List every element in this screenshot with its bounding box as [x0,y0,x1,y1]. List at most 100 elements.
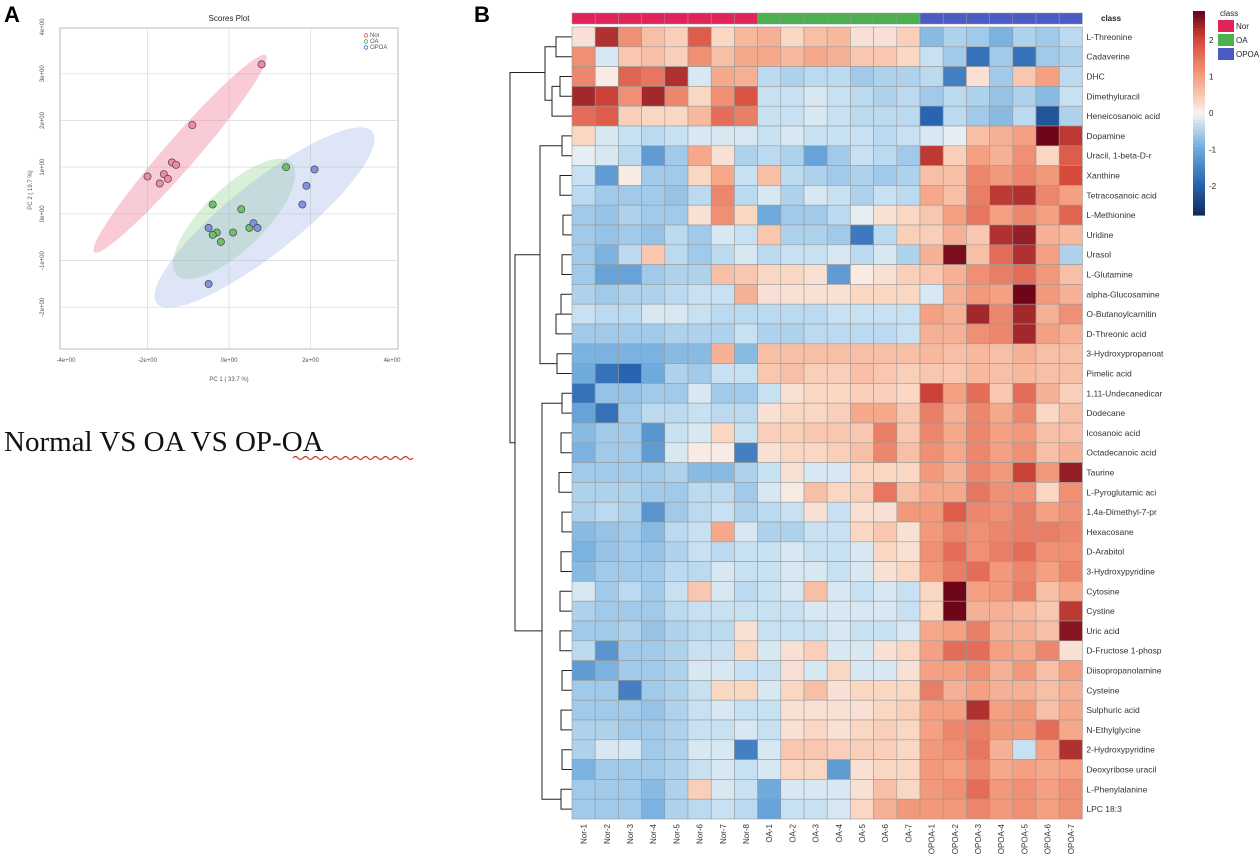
heatmap-cell [942,86,967,107]
scale-segment [1193,184,1205,189]
heatmap-cell [1058,402,1083,424]
scale-segment [1193,126,1205,131]
heatmap-cell [664,640,689,661]
heatmap-cell [803,541,828,562]
dendrogram-branch [544,46,556,101]
heatmap-cell [850,145,874,166]
class-bar-label: class [1101,14,1122,23]
heatmap-cell [873,640,898,661]
heatmap-cell [826,462,851,483]
heatmap-cell [826,145,851,166]
heatmap-cell [1058,719,1083,741]
heatmap-cell [757,660,782,681]
heatmap-cell [594,363,619,384]
heatmap-cell [850,86,874,107]
heatmap-cell [850,224,874,246]
heatmap-cell [664,86,689,107]
class-legend: class Nor OA OPOA [1218,9,1260,60]
heatmap-cell [664,165,689,186]
heatmap-cell [826,719,851,741]
x-tick-label: 4e+00 [384,358,402,364]
class-legend-swatch-opoa [1218,48,1234,60]
y-tick-label: 1e+00 [40,158,46,176]
heatmap-cell [687,402,712,424]
heatmap-cell [989,719,1014,741]
heatmap-cell [1058,185,1083,206]
heatmap-cell [989,105,1014,127]
heatmap-cell [710,581,735,602]
heatmap-cell [618,699,642,721]
heatmap-cell [664,244,689,265]
class-cell-opoa [919,12,944,25]
heatmap-cell [873,581,898,602]
heatmap-cell [757,739,782,760]
heatmap-cell [1035,343,1060,364]
heatmap-cell [919,244,944,265]
heatmap-cell [571,204,596,226]
heatmap-cell [594,798,619,820]
heatmap-cell [803,422,828,444]
heatmap-cell [1058,462,1083,483]
heatmap-cell [873,402,898,424]
heatmap-cell [873,620,898,642]
heatmap-cell [1012,105,1037,127]
heatmap-cell [873,699,898,721]
heatmap-cell [919,185,944,206]
scale-segment [1193,130,1205,134]
class-cell-oa [757,12,782,25]
heatmap-cell [826,165,851,186]
heatmap-cell [664,501,689,523]
scale-segment [1193,11,1205,15]
heatmap-cell [687,363,712,384]
dendrogram-branch [509,72,545,444]
point-oa [216,237,225,246]
heatmap-cell [734,422,758,444]
heatmap-cell [664,462,689,483]
heatmap-cell [873,422,898,444]
heatmap-cell [780,145,805,166]
heatmap-cell [1035,323,1060,345]
heatmap-cell [710,719,735,741]
heatmap-cell [966,185,990,206]
legend-marker-opoa [363,45,369,50]
ellipse-oa [172,158,296,279]
heatmap-cells [571,26,1083,820]
heatmap-cell [664,284,689,305]
heatmap-cell [989,284,1014,305]
heatmap-cell [571,303,596,325]
heatmap-cell [1058,86,1083,107]
heatmap-cell [850,759,874,780]
heatmap-cell [618,640,642,661]
heatmap-cell [966,521,990,543]
spellcheck-squiggle [292,455,414,461]
heatmap-cell [641,363,666,384]
heatmap-cell [850,323,874,345]
heatmap-cell [873,719,898,741]
heatmap-cell [618,105,642,127]
heatmap-cell [641,402,666,424]
heatmap-cell [989,501,1014,523]
heatmap-cell [1012,739,1037,760]
heatmap-cell [1012,224,1037,246]
heatmap-cell [989,581,1014,602]
x-tick-labels: -4e+00 -2e+00 0e+00 2e+00 4e+00 [57,358,402,364]
heatmap-cell [618,581,642,602]
heatmap-cell [594,620,619,642]
heatmap-cell [710,759,735,780]
dendrogram-branch [561,135,572,157]
heatmap-cell [1035,620,1060,642]
heatmap-cell [618,204,642,226]
heatmap-cell [664,482,689,503]
column-label: OPOA-7 [1067,823,1076,854]
heatmap-cell [896,125,921,147]
heatmap-cell [1012,363,1037,384]
heatmap-cell [571,581,596,602]
heatmap-cell [687,244,712,265]
heatmap-cell [850,779,874,800]
heatmap-cell [1035,284,1060,305]
heatmap-cell [687,739,712,760]
heatmap-cell [571,739,596,760]
heatmap-cell [687,660,712,681]
heatmap-cell [618,125,642,147]
scores-points [143,60,319,288]
